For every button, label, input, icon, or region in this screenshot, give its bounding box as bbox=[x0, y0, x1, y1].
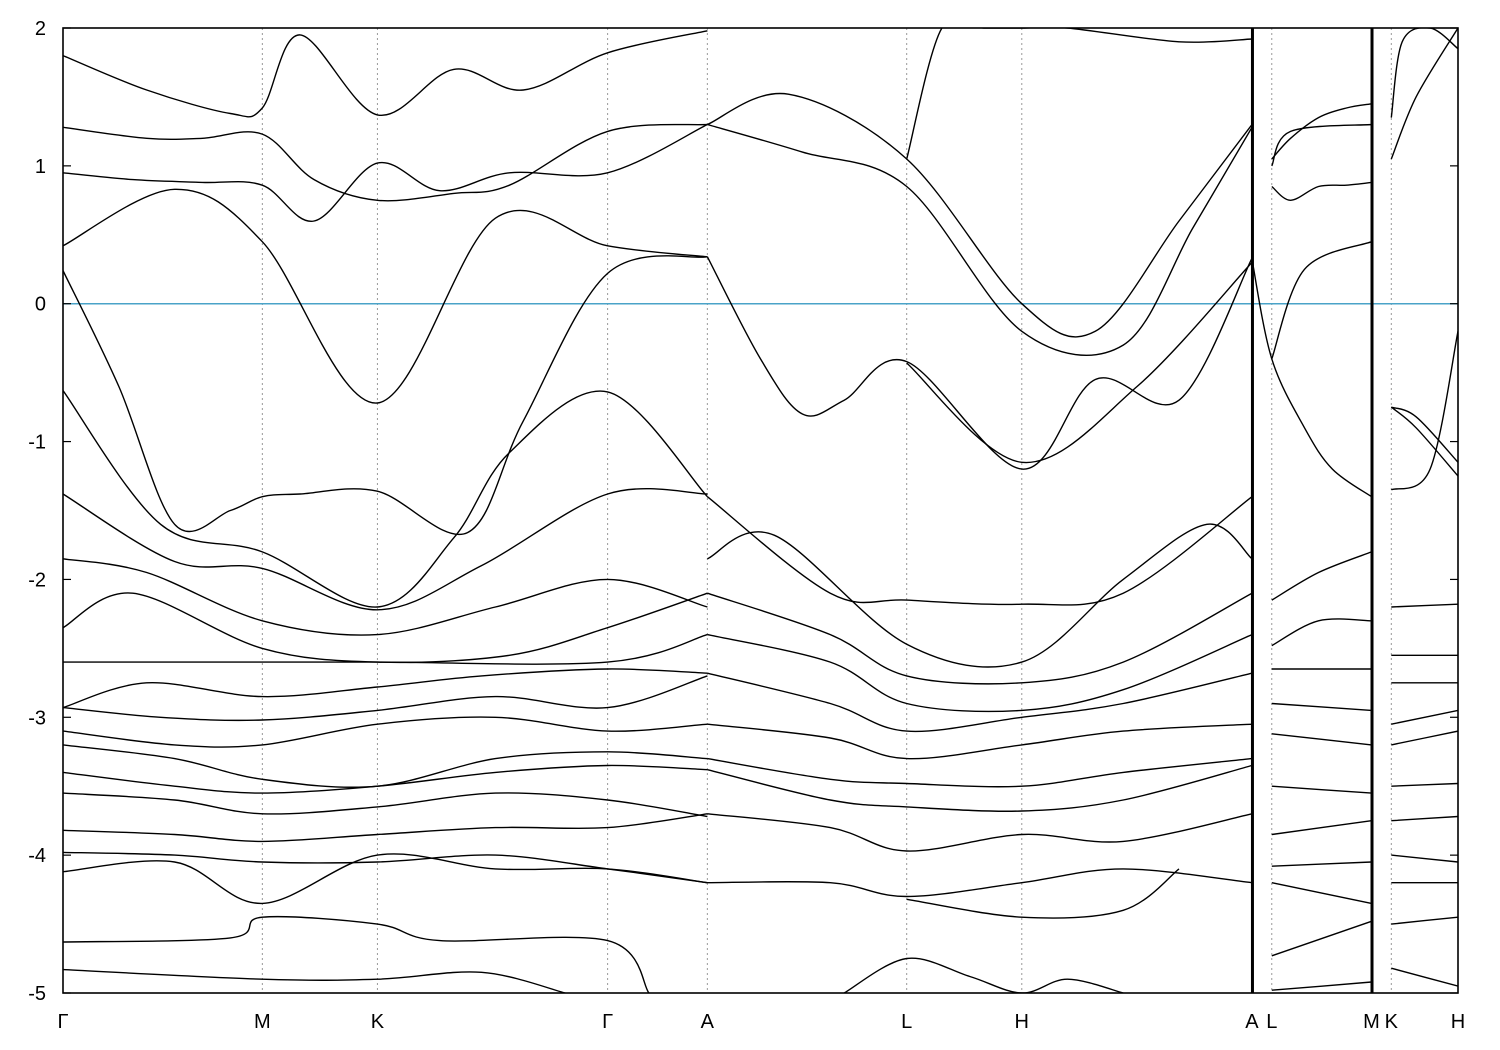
band-curve-54 bbox=[1391, 406, 1458, 463]
band-curve-49 bbox=[1271, 820, 1372, 836]
band-curve-63 bbox=[1391, 730, 1458, 746]
band-curve-58 bbox=[1390, 331, 1458, 491]
plot-frame bbox=[62, 27, 1459, 994]
band-curve-62 bbox=[1391, 709, 1458, 725]
band-curve-68 bbox=[1391, 916, 1458, 925]
band-curve-5 bbox=[63, 390, 708, 608]
band-curve-28 bbox=[707, 592, 1253, 685]
band-curve-55 bbox=[1390, 406, 1458, 477]
band-curve-0 bbox=[63, 188, 708, 404]
band-curve-15 bbox=[63, 792, 708, 818]
y-axis-ticks: 2 1 0 -1 -2 -3 -4 -5 bbox=[28, 18, 1458, 1005]
ytick-label-1: 1 bbox=[35, 156, 46, 178]
xtick-label-11: H bbox=[1451, 1011, 1465, 1033]
ytick-label-6: -4 bbox=[28, 845, 46, 867]
band-curve-8 bbox=[63, 592, 708, 664]
band-curve-46 bbox=[1271, 702, 1372, 712]
band-curve-19 bbox=[63, 915, 650, 993]
band-curve-30 bbox=[707, 672, 1253, 733]
path-break-1 bbox=[1370, 28, 1374, 993]
path-breaks bbox=[1250, 28, 1374, 993]
xtick-label-3: Γ bbox=[602, 1011, 613, 1033]
band-curves bbox=[63, 28, 1458, 993]
band-curve-6 bbox=[63, 487, 708, 611]
band-curve-59 bbox=[1391, 603, 1458, 608]
band-curve-50 bbox=[1271, 861, 1372, 867]
band-curve-34 bbox=[707, 813, 1253, 852]
band-curve-16 bbox=[63, 813, 708, 843]
xtick-label-5: L bbox=[901, 1011, 912, 1033]
band-curve-65 bbox=[1391, 815, 1458, 822]
band-curve-24 bbox=[906, 261, 1253, 464]
ytick-label-2: 0 bbox=[35, 294, 46, 316]
band-curve-31 bbox=[707, 723, 1253, 760]
band-curve-29 bbox=[707, 633, 1253, 713]
xtick-label-10: K bbox=[1385, 1011, 1399, 1033]
ytick-label-4: -2 bbox=[28, 569, 46, 591]
band-curve-35 bbox=[707, 868, 1253, 898]
band-curve-51 bbox=[1271, 882, 1372, 905]
xtick-label-7: A bbox=[1245, 1011, 1259, 1033]
xtick-label-4: A bbox=[701, 1011, 715, 1033]
band-curve-56 bbox=[1390, 28, 1458, 118]
xtick-label-1: M bbox=[254, 1011, 271, 1033]
band-curve-14 bbox=[63, 764, 708, 794]
band-curve-36 bbox=[906, 868, 1180, 919]
band-curve-17 bbox=[63, 851, 708, 884]
band-curve-18 bbox=[63, 853, 708, 905]
grid-lines bbox=[261, 28, 1392, 993]
band-curve-23 bbox=[706, 256, 1253, 470]
band-curve-44 bbox=[1271, 618, 1372, 647]
band-curve-38 bbox=[1251, 259, 1372, 498]
band-curve-26 bbox=[706, 496, 1253, 606]
band-curve-33 bbox=[707, 764, 1253, 812]
band-curve-32 bbox=[707, 757, 1253, 788]
band-curve-66 bbox=[1391, 854, 1458, 863]
band-curve-1 bbox=[63, 255, 708, 536]
ytick-label-0: 2 bbox=[35, 18, 46, 40]
ytick-label-7: -5 bbox=[28, 983, 46, 1005]
band-curve-25 bbox=[906, 28, 1253, 160]
xtick-label-8: L bbox=[1266, 1011, 1277, 1033]
band-curve-20 bbox=[63, 968, 566, 993]
band-curve-40 bbox=[1271, 103, 1372, 160]
band-curve-52 bbox=[1271, 920, 1372, 957]
band-curve-3 bbox=[63, 123, 708, 202]
band-curve-43 bbox=[1271, 551, 1372, 601]
band-curve-7 bbox=[63, 558, 708, 636]
band-curve-4 bbox=[63, 30, 708, 118]
path-break-0 bbox=[1250, 28, 1254, 993]
band-curve-9 bbox=[63, 633, 708, 665]
xtick-label-6: H bbox=[1015, 1011, 1029, 1033]
band-curve-53 bbox=[1271, 981, 1372, 991]
band-curve-39 bbox=[1271, 241, 1372, 360]
band-curve-37 bbox=[843, 957, 1124, 993]
xtick-label-9: M bbox=[1363, 1011, 1380, 1033]
band-curve-12 bbox=[63, 716, 708, 748]
xtick-label-2: K bbox=[371, 1011, 385, 1033]
band-curve-69 bbox=[1391, 967, 1458, 987]
band-curve-27 bbox=[707, 523, 1253, 668]
band-curve-10 bbox=[63, 668, 708, 709]
band-curve-22 bbox=[707, 123, 1253, 356]
band-curve-21 bbox=[707, 92, 1253, 338]
band-curve-57 bbox=[1390, 28, 1458, 160]
band-curve-41 bbox=[1271, 181, 1372, 202]
band-curve-42 bbox=[1271, 123, 1372, 167]
ytick-label-5: -3 bbox=[28, 707, 46, 729]
band-curve-11 bbox=[63, 675, 708, 722]
band-curve-64 bbox=[1391, 782, 1458, 787]
band-curve-2 bbox=[63, 123, 708, 222]
band-curve-47 bbox=[1271, 733, 1372, 746]
band-curve-48 bbox=[1271, 785, 1372, 794]
xtick-label-0: Γ bbox=[57, 1011, 68, 1033]
ytick-label-3: -1 bbox=[28, 432, 46, 454]
